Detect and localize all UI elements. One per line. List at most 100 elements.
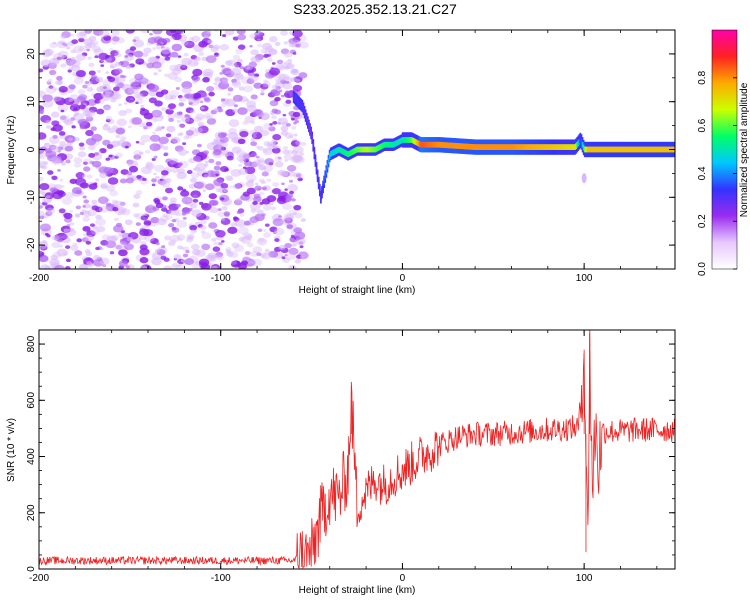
noise-blob <box>261 252 272 260</box>
signal-core-cell <box>373 146 376 153</box>
noise-blob <box>125 145 129 149</box>
noise-blob <box>82 209 87 213</box>
noise-blob <box>45 195 51 199</box>
noise-blob <box>50 127 56 132</box>
noise-blob <box>250 208 257 213</box>
signal-core-cell <box>492 144 495 150</box>
signal-core-cell <box>348 150 351 157</box>
signal-core-cell <box>430 141 432 148</box>
signal-core-cell <box>598 146 600 153</box>
signal-core-cell <box>480 144 483 150</box>
noise-blob <box>177 132 182 137</box>
signal-core-cell <box>467 143 469 150</box>
noise-blob <box>58 41 63 45</box>
signal-core-cell <box>481 144 484 150</box>
noise-blob <box>160 46 172 55</box>
noise-blob <box>263 232 271 238</box>
noise-blob <box>177 264 182 267</box>
noise-blob <box>135 222 141 226</box>
signal-core <box>292 94 675 201</box>
signal-core-cell <box>514 144 516 150</box>
signal-core-cell <box>346 150 348 157</box>
noise-blob <box>58 208 66 214</box>
noise-blob <box>63 252 69 256</box>
noise-blob <box>151 61 162 69</box>
noise-blob <box>239 66 245 70</box>
signal-core-cell <box>341 148 344 155</box>
noise-blob <box>151 109 163 118</box>
noise-blob <box>111 234 120 241</box>
signal-core-cell <box>559 144 562 150</box>
signal-core-cell <box>389 141 392 148</box>
noise-blob <box>116 118 128 127</box>
signal-core-cell <box>612 146 614 153</box>
signal-core-cell <box>380 143 382 150</box>
noise-blob <box>128 165 139 173</box>
noise-blob <box>60 109 65 113</box>
noise-blob <box>88 144 96 151</box>
signal-core-cell <box>550 144 552 150</box>
noise-blob <box>290 234 296 238</box>
noise-blob <box>149 143 161 152</box>
signal-core-cell <box>300 102 303 108</box>
noise-blob <box>160 107 167 112</box>
noise-blob <box>290 125 297 130</box>
noise-blob <box>214 76 221 82</box>
noise-blob <box>75 53 86 61</box>
snr-background <box>39 330 675 569</box>
noise-blob <box>97 196 109 204</box>
noise-blob <box>286 224 294 229</box>
noise-blob <box>209 206 219 214</box>
signal-core-cell <box>368 146 370 153</box>
noise-blob <box>50 111 60 118</box>
signal-core-cell <box>567 144 570 150</box>
noise-blob <box>237 107 248 115</box>
noise-blob <box>224 60 233 66</box>
signal-core-cell <box>360 146 363 153</box>
noise-blob <box>98 205 109 213</box>
noise-blob <box>39 68 44 73</box>
signal-core-cell <box>545 144 548 150</box>
noise-blob <box>85 234 94 242</box>
noise-blob <box>221 205 228 211</box>
noise-blob <box>245 180 254 188</box>
noise-blob <box>288 135 294 139</box>
signal-core-cell <box>407 137 409 143</box>
snr-y-label: SNR (10 * v/v) <box>6 418 17 482</box>
signal-core-cell <box>486 144 489 150</box>
noise-blob <box>115 152 123 158</box>
signal-core-cell <box>522 144 525 150</box>
noise-blob <box>169 30 176 33</box>
noise-blob <box>233 73 244 81</box>
noise-blob <box>190 243 200 251</box>
noise-blob <box>181 207 191 215</box>
noise-blob <box>176 245 183 250</box>
signal-core-cell <box>395 140 397 147</box>
noise-blob <box>124 219 133 226</box>
noise-blob <box>167 241 176 247</box>
noise-blob <box>251 131 263 140</box>
noise-blob <box>278 245 286 250</box>
signal-core-cell <box>619 146 622 153</box>
noise-blob <box>189 42 193 45</box>
noise-blob <box>45 119 52 125</box>
noise-blob <box>281 94 285 98</box>
noise-blob <box>175 203 181 208</box>
signal-core-cell <box>332 149 334 156</box>
signal-core-cell <box>604 146 607 153</box>
noise-blob <box>103 167 114 175</box>
noise-blob <box>256 209 264 215</box>
noise-blob <box>254 73 260 78</box>
noise-blob <box>284 242 292 249</box>
noise-blob <box>116 49 120 53</box>
noise-blob <box>96 225 106 233</box>
signal-core-cell <box>352 148 355 155</box>
signal-core-cell <box>666 146 669 153</box>
noise-blob <box>250 152 258 157</box>
noise-blob <box>58 50 69 58</box>
noise-blob <box>220 103 227 108</box>
noise-blob <box>162 213 168 218</box>
noise-blob <box>85 240 92 245</box>
noise-blob <box>230 222 237 227</box>
noise-blob <box>175 87 180 90</box>
